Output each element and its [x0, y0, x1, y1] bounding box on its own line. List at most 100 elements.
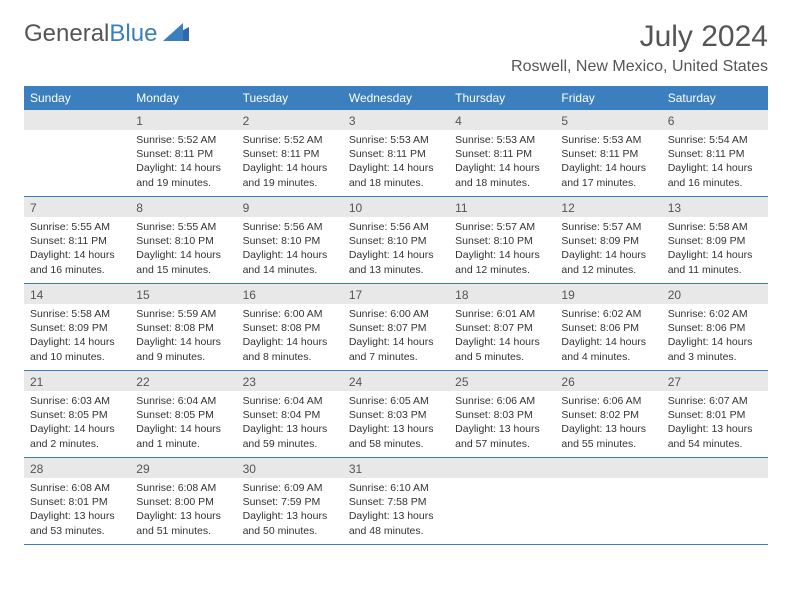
day-number: 23: [237, 371, 343, 391]
sunrise-text: Sunrise: 5:53 AM: [561, 133, 655, 147]
calendar-day: 24Sunrise: 6:05 AMSunset: 8:03 PMDayligh…: [343, 371, 449, 457]
calendar-day: 5Sunrise: 5:53 AMSunset: 8:11 PMDaylight…: [555, 110, 661, 196]
day-body: Sunrise: 6:08 AMSunset: 8:00 PMDaylight:…: [130, 478, 236, 544]
sunrise-text: Sunrise: 6:03 AM: [30, 394, 124, 408]
calendar-day: 17Sunrise: 6:00 AMSunset: 8:07 PMDayligh…: [343, 284, 449, 370]
day-number: 24: [343, 371, 449, 391]
sunrise-text: Sunrise: 6:08 AM: [136, 481, 230, 495]
sunset-text: Sunset: 8:09 PM: [561, 234, 655, 248]
page-title: July 2024: [640, 20, 768, 54]
sunrise-text: Sunrise: 5:57 AM: [455, 220, 549, 234]
calendar-day: 21Sunrise: 6:03 AMSunset: 8:05 PMDayligh…: [24, 371, 130, 457]
day-number: [555, 458, 661, 478]
day-number: 14: [24, 284, 130, 304]
day-body: Sunrise: 5:55 AMSunset: 8:11 PMDaylight:…: [24, 217, 130, 283]
calendar-day: 19Sunrise: 6:02 AMSunset: 8:06 PMDayligh…: [555, 284, 661, 370]
day-number: 26: [555, 371, 661, 391]
day-body: Sunrise: 6:01 AMSunset: 8:07 PMDaylight:…: [449, 304, 555, 370]
daylight-text: Daylight: 13 hours and 55 minutes.: [561, 422, 655, 450]
sunset-text: Sunset: 8:11 PM: [349, 147, 443, 161]
sunrise-text: Sunrise: 5:58 AM: [668, 220, 762, 234]
sunset-text: Sunset: 8:11 PM: [668, 147, 762, 161]
sunset-text: Sunset: 8:10 PM: [349, 234, 443, 248]
calendar-day: 25Sunrise: 6:06 AMSunset: 8:03 PMDayligh…: [449, 371, 555, 457]
sunset-text: Sunset: 8:11 PM: [30, 234, 124, 248]
day-number: 29: [130, 458, 236, 478]
day-number: 6: [662, 110, 768, 130]
sunrise-text: Sunrise: 5:57 AM: [561, 220, 655, 234]
day-number: 15: [130, 284, 236, 304]
sunrise-text: Sunrise: 5:58 AM: [30, 307, 124, 321]
calendar-day: 27Sunrise: 6:07 AMSunset: 8:01 PMDayligh…: [662, 371, 768, 457]
day-number: 10: [343, 197, 449, 217]
day-number: [449, 458, 555, 478]
sunset-text: Sunset: 8:10 PM: [243, 234, 337, 248]
day-number: 18: [449, 284, 555, 304]
sunset-text: Sunset: 8:09 PM: [30, 321, 124, 335]
daylight-text: Daylight: 13 hours and 53 minutes.: [30, 509, 124, 537]
daylight-text: Daylight: 14 hours and 8 minutes.: [243, 335, 337, 363]
day-number: 17: [343, 284, 449, 304]
calendar-header-row: Sunday Monday Tuesday Wednesday Thursday…: [24, 86, 768, 110]
daylight-text: Daylight: 14 hours and 18 minutes.: [349, 161, 443, 189]
calendar-day: 29Sunrise: 6:08 AMSunset: 8:00 PMDayligh…: [130, 458, 236, 544]
location-text: Roswell, New Mexico, United States: [24, 58, 768, 76]
calendar-day: 28Sunrise: 6:08 AMSunset: 8:01 PMDayligh…: [24, 458, 130, 544]
day-number: 7: [24, 197, 130, 217]
day-number: 13: [662, 197, 768, 217]
sunset-text: Sunset: 8:11 PM: [243, 147, 337, 161]
day-body: Sunrise: 5:53 AMSunset: 8:11 PMDaylight:…: [343, 130, 449, 196]
daylight-text: Daylight: 14 hours and 16 minutes.: [30, 248, 124, 276]
sunset-text: Sunset: 8:11 PM: [455, 147, 549, 161]
day-body: Sunrise: 5:57 AMSunset: 8:10 PMDaylight:…: [449, 217, 555, 283]
day-number: [662, 458, 768, 478]
daylight-text: Daylight: 14 hours and 12 minutes.: [561, 248, 655, 276]
calendar-day: 31Sunrise: 6:10 AMSunset: 7:58 PMDayligh…: [343, 458, 449, 544]
calendar-week: 14Sunrise: 5:58 AMSunset: 8:09 PMDayligh…: [24, 284, 768, 371]
daylight-text: Daylight: 14 hours and 16 minutes.: [668, 161, 762, 189]
day-number: 11: [449, 197, 555, 217]
day-body: Sunrise: 6:02 AMSunset: 8:06 PMDaylight:…: [662, 304, 768, 370]
sunset-text: Sunset: 8:02 PM: [561, 408, 655, 422]
sunset-text: Sunset: 8:11 PM: [561, 147, 655, 161]
daylight-text: Daylight: 13 hours and 54 minutes.: [668, 422, 762, 450]
calendar-day: 3Sunrise: 5:53 AMSunset: 8:11 PMDaylight…: [343, 110, 449, 196]
sunrise-text: Sunrise: 6:01 AM: [455, 307, 549, 321]
sunset-text: Sunset: 8:06 PM: [668, 321, 762, 335]
daylight-text: Daylight: 14 hours and 10 minutes.: [30, 335, 124, 363]
sunrise-text: Sunrise: 6:02 AM: [561, 307, 655, 321]
day-body: Sunrise: 6:04 AMSunset: 8:05 PMDaylight:…: [130, 391, 236, 457]
logo: GeneralBlue: [24, 20, 189, 48]
daylight-text: Daylight: 14 hours and 18 minutes.: [455, 161, 549, 189]
calendar-day: 22Sunrise: 6:04 AMSunset: 8:05 PMDayligh…: [130, 371, 236, 457]
calendar-day: 6Sunrise: 5:54 AMSunset: 8:11 PMDaylight…: [662, 110, 768, 196]
daylight-text: Daylight: 14 hours and 19 minutes.: [136, 161, 230, 189]
sunrise-text: Sunrise: 5:52 AM: [243, 133, 337, 147]
day-number: 4: [449, 110, 555, 130]
day-body: Sunrise: 6:06 AMSunset: 8:02 PMDaylight:…: [555, 391, 661, 457]
day-body: Sunrise: 6:04 AMSunset: 8:04 PMDaylight:…: [237, 391, 343, 457]
sunrise-text: Sunrise: 6:07 AM: [668, 394, 762, 408]
daylight-text: Daylight: 14 hours and 2 minutes.: [30, 422, 124, 450]
calendar-day: 9Sunrise: 5:56 AMSunset: 8:10 PMDaylight…: [237, 197, 343, 283]
daylight-text: Daylight: 14 hours and 4 minutes.: [561, 335, 655, 363]
day-body: Sunrise: 6:00 AMSunset: 8:07 PMDaylight:…: [343, 304, 449, 370]
day-body: Sunrise: 5:57 AMSunset: 8:09 PMDaylight:…: [555, 217, 661, 283]
daylight-text: Daylight: 13 hours and 48 minutes.: [349, 509, 443, 537]
daylight-text: Daylight: 14 hours and 3 minutes.: [668, 335, 762, 363]
day-number: 28: [24, 458, 130, 478]
day-body: Sunrise: 5:52 AMSunset: 8:11 PMDaylight:…: [237, 130, 343, 196]
daylight-text: Daylight: 14 hours and 14 minutes.: [243, 248, 337, 276]
day-label: Tuesday: [237, 86, 343, 110]
calendar-day: 12Sunrise: 5:57 AMSunset: 8:09 PMDayligh…: [555, 197, 661, 283]
sunset-text: Sunset: 8:01 PM: [30, 495, 124, 509]
sunrise-text: Sunrise: 5:53 AM: [455, 133, 549, 147]
day-number: 16: [237, 284, 343, 304]
calendar-day: 23Sunrise: 6:04 AMSunset: 8:04 PMDayligh…: [237, 371, 343, 457]
day-body: Sunrise: 6:08 AMSunset: 8:01 PMDaylight:…: [24, 478, 130, 544]
sunset-text: Sunset: 8:08 PM: [136, 321, 230, 335]
sunset-text: Sunset: 8:06 PM: [561, 321, 655, 335]
calendar-day: 13Sunrise: 5:58 AMSunset: 8:09 PMDayligh…: [662, 197, 768, 283]
sunset-text: Sunset: 8:03 PM: [349, 408, 443, 422]
day-body: Sunrise: 5:52 AMSunset: 8:11 PMDaylight:…: [130, 130, 236, 196]
